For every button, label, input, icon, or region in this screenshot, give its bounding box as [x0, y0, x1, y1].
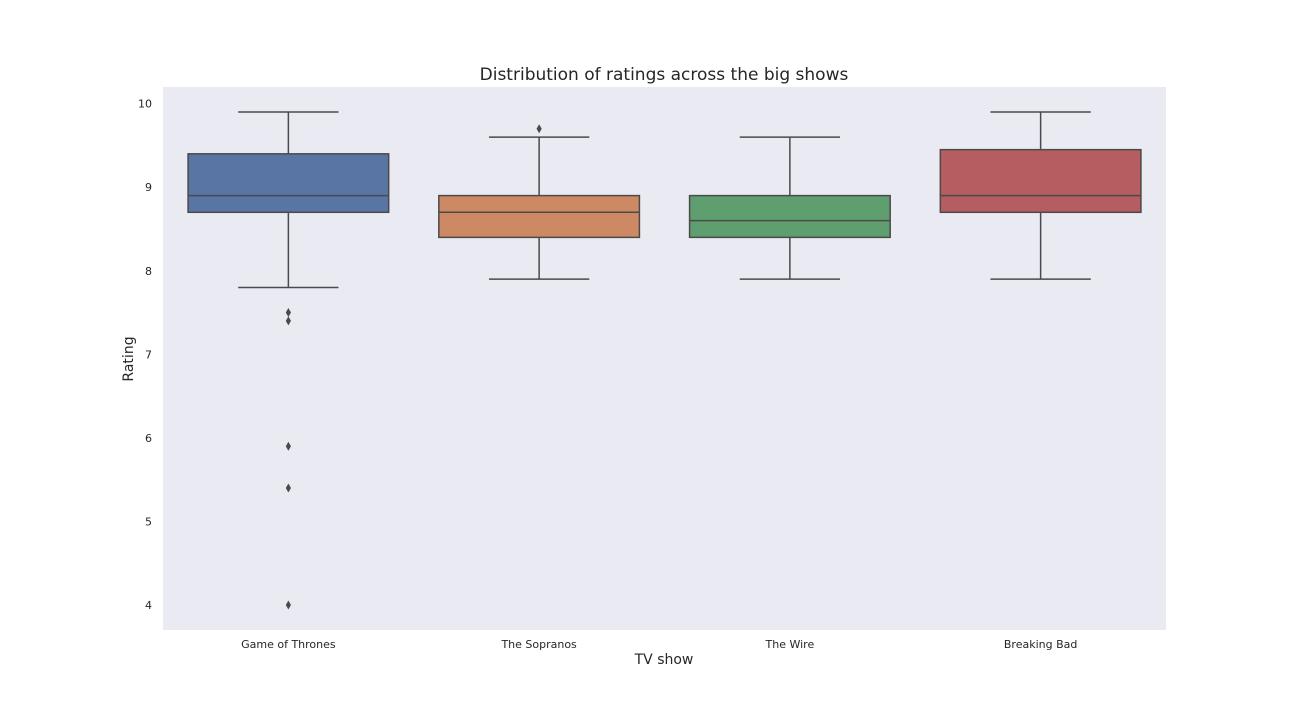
box-series [187, 111, 1142, 610]
y-tick-label: 4 [145, 599, 152, 612]
x-tick-label: The Sopranos [500, 638, 577, 651]
x-axis-ticks: Game of Thrones The Sopranos The Wire Break… [241, 638, 1077, 651]
outlier-point [285, 308, 291, 318]
y-tick-label: 9 [145, 181, 152, 194]
box [438, 194, 641, 239]
box [688, 194, 891, 239]
x-tick-label: The Wire [765, 638, 815, 651]
x-tick-label: Breaking Bad [1004, 638, 1077, 651]
chart-title: Distribution of ratings across the big s… [480, 65, 849, 85]
y-tick-label: 5 [145, 515, 152, 528]
outlier-point [285, 483, 291, 493]
y-tick-label: 6 [145, 432, 152, 445]
y-axis-ticks: 4 5 6 7 8 9 10 [138, 98, 152, 612]
y-tick-label: 7 [145, 348, 152, 361]
outlier-point [285, 316, 291, 326]
x-axis-label: TV show [634, 652, 694, 668]
y-axis-label: Rating [121, 336, 137, 381]
box-group [939, 111, 1142, 280]
outlier-point [536, 124, 542, 134]
x-tick-label: Game of Thrones [241, 638, 336, 651]
y-tick-label: 8 [145, 265, 152, 278]
box-group [688, 136, 891, 280]
y-tick-label: 10 [138, 98, 152, 111]
box [939, 148, 1142, 214]
box [187, 153, 390, 214]
box-group [187, 111, 390, 610]
outlier-point [285, 441, 291, 451]
box-group [438, 124, 641, 280]
outlier-point [285, 600, 291, 610]
